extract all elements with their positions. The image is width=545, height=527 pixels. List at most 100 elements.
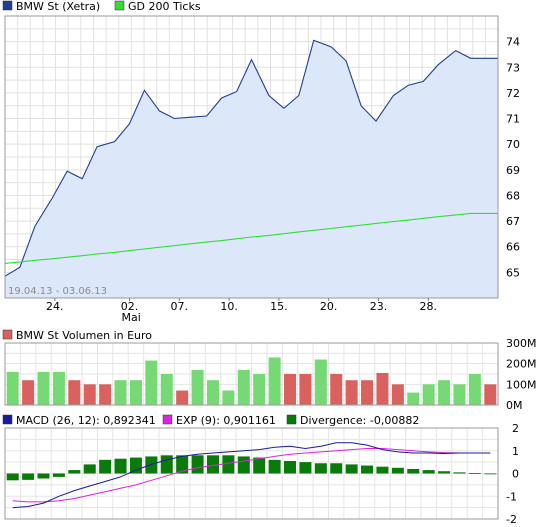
- price-y-tick-label: 72: [506, 87, 520, 100]
- price-y-tick-label: 65: [506, 266, 520, 279]
- divergence-bar: [52, 473, 65, 477]
- price-x-tick-label: 23.: [370, 300, 388, 313]
- divergence-bar: [422, 470, 435, 474]
- price-x-tick-label: 02.: [121, 300, 139, 313]
- volume-bar: [6, 371, 19, 405]
- legend-label: BMW St Volumen in Euro: [16, 329, 152, 342]
- legend-swatch: [114, 0, 125, 11]
- price-x-tick-label: 15.: [270, 300, 288, 313]
- legend-label: GD 200 Ticks: [128, 0, 201, 13]
- divergence-bar: [284, 460, 297, 474]
- volume-bar: [391, 384, 404, 405]
- price-area: [5, 40, 498, 299]
- divergence-bar: [145, 456, 158, 474]
- volume-y-tick-label: 200M: [506, 358, 537, 371]
- divergence-bar: [114, 458, 127, 474]
- volume-bar: [361, 380, 374, 405]
- macd-y-tick-label: 1: [512, 445, 519, 458]
- divergence-bar: [361, 465, 374, 474]
- divergence-bar: [129, 457, 142, 474]
- divergence-bar: [391, 467, 404, 474]
- divergence-bar: [176, 455, 189, 474]
- volume-bar: [191, 369, 204, 405]
- divergence-bar: [468, 473, 481, 474]
- divergence-bar: [68, 470, 81, 474]
- volume-bar: [52, 371, 65, 405]
- divergence-bar: [407, 468, 420, 474]
- price-x-tick-label: 10.: [220, 300, 238, 313]
- volume-bar: [176, 390, 189, 405]
- price-y-tick-label: 69: [506, 164, 520, 177]
- macd-y-tick-label: -2: [506, 513, 517, 526]
- price-y-tick-label: 66: [506, 241, 520, 254]
- volume-bar: [129, 380, 142, 405]
- legend-label: Divergence: -0,00882: [300, 414, 419, 427]
- price-x-tick-label: 28.: [420, 300, 438, 313]
- volume-bar: [345, 380, 358, 405]
- volume-y-tick-label: 0M: [506, 399, 523, 412]
- volume-bar: [99, 384, 112, 405]
- volume-bar: [68, 380, 81, 405]
- price-y-tick-label: 68: [506, 189, 520, 202]
- divergence-bar: [191, 455, 204, 474]
- volume-bar: [206, 380, 219, 405]
- legend-swatch: [286, 414, 297, 425]
- price-y-tick-label: 73: [506, 61, 520, 74]
- price-x-tick-label: 20.: [320, 300, 338, 313]
- divergence-bar: [299, 462, 312, 474]
- divergence-bar: [22, 473, 35, 480]
- price-x-tick-label: 24.: [46, 300, 64, 313]
- volume-bar: [37, 371, 50, 405]
- divergence-bar: [160, 455, 173, 474]
- price-y-tick-label: 67: [506, 215, 520, 228]
- volume-bar: [453, 384, 466, 405]
- volume-bar: [407, 392, 420, 405]
- volume-bar: [83, 384, 96, 405]
- price-frame: [4, 15, 499, 299]
- volume-bar: [484, 384, 497, 405]
- volume-bar: [253, 374, 266, 405]
- volume-bar: [314, 359, 327, 405]
- volume-bar: [222, 390, 235, 405]
- volume-bar: [145, 360, 158, 405]
- ma-series-line: [4, 212, 498, 264]
- macd-series-line: [12, 442, 491, 509]
- volume-bar: [22, 380, 35, 405]
- divergence-bar: [345, 464, 358, 474]
- macd-y-tick-label: 0: [512, 468, 519, 481]
- divergence-bar: [376, 466, 389, 474]
- divergence-bar: [6, 473, 19, 481]
- macd-y-tick-label: -1: [506, 490, 517, 503]
- macd-y-tick-label: 2: [512, 422, 519, 435]
- volume-bar: [376, 372, 389, 405]
- divergence-bar: [83, 464, 96, 474]
- divergence-bar: [330, 463, 343, 474]
- volume-bar: [268, 357, 281, 405]
- price-y-tick-label: 70: [506, 138, 520, 151]
- volume-bar: [114, 380, 127, 405]
- legend-label: MACD (26, 12): 0,892341: [16, 414, 156, 427]
- volume-bar: [237, 369, 250, 405]
- volume-bar: [438, 380, 451, 405]
- divergence-bar: [99, 459, 112, 474]
- divergence-bar: [484, 473, 497, 475]
- legend-label: BMW St (Xetra): [16, 0, 100, 13]
- volume-bar: [284, 374, 297, 405]
- exp-series-line: [12, 448, 491, 503]
- volume-bar: [468, 374, 481, 405]
- divergence-bar: [453, 472, 466, 474]
- volume-y-tick-label: 100M: [506, 378, 537, 391]
- legend-label: EXP (9): 0,901161: [176, 414, 276, 427]
- legend-swatch: [2, 329, 13, 340]
- divergence-bar: [237, 456, 250, 474]
- price-x-tick-sublabel: Mai: [121, 311, 140, 324]
- volume-bar: [330, 374, 343, 405]
- legend-swatch: [2, 0, 13, 11]
- volume-y-tick-label: 300M: [506, 337, 537, 350]
- divergence-bar: [253, 457, 266, 474]
- volume-bar: [422, 384, 435, 405]
- price-series-line: [4, 39, 498, 277]
- macd-frame: [4, 427, 499, 520]
- divergence-bar: [268, 459, 281, 474]
